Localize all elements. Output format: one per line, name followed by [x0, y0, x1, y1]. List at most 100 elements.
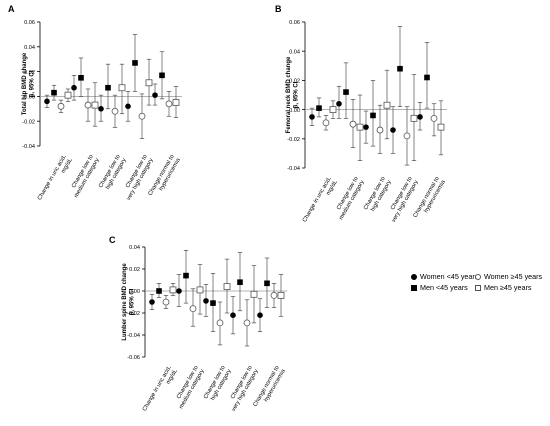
filled-circle-icon: [411, 273, 417, 280]
point-women-45-plus: [189, 305, 197, 313]
point-men-45-plus: [250, 290, 258, 298]
legend-women-under-45: Women <45 years: [411, 272, 478, 281]
point-men-45-plus: [145, 79, 153, 87]
point-women-under-45: [309, 114, 315, 120]
point-men-under-45: [105, 84, 111, 91]
y-tick-label: 0.06: [289, 20, 300, 26]
y-tick-label: 0.04: [289, 49, 300, 55]
y-tick-label: 0.02: [129, 267, 140, 273]
y-tick-label: -0.06: [127, 355, 140, 361]
point-women-under-45: [152, 92, 158, 98]
point-men-45-plus: [64, 91, 72, 99]
panel-letter: B: [275, 4, 282, 14]
point-men-45-plus: [172, 99, 180, 106]
point-women-under-45: [71, 84, 77, 91]
y-tick-label: -0.04: [127, 333, 140, 339]
point-women-under-45: [417, 114, 423, 120]
point-women-under-45: [149, 299, 155, 305]
y-tick-label: -0.02: [127, 311, 140, 317]
point-women-45-plus: [138, 112, 146, 120]
point-men-45-plus: [196, 286, 204, 294]
x-category-label: Change in uric acid,mg/dL: [302, 175, 339, 227]
legend-men-under-45: Men <45 years: [411, 283, 468, 292]
point-men-45-plus: [329, 106, 337, 113]
y-tick-label: 0.04: [24, 45, 35, 51]
point-men-under-45: [159, 72, 165, 79]
point-women-under-45: [44, 98, 50, 105]
point-women-45-plus: [216, 319, 224, 327]
y-tick-label: -0.04: [22, 144, 35, 150]
panel-a: A 0.06 0.04 0.02 0.00 -0.02 -0.04 Total hip BMD…: [8, 4, 182, 205]
point-men-under-45: [183, 272, 189, 279]
legend-men-45-plus: Men ≥45 years: [475, 283, 532, 292]
point-women-under-45: [363, 124, 369, 130]
y-tick-label: -0.04: [287, 166, 300, 172]
point-men-under-45: [264, 280, 270, 287]
point-men-45-plus: [437, 123, 445, 131]
point-men-under-45: [78, 75, 84, 81]
x-category-label: Change low tohigh category: [203, 365, 233, 404]
x-category-label: Change in uric acid,mg/dL: [37, 153, 74, 205]
point-women-45-plus: [84, 101, 92, 109]
y-tick-label: 0.00: [129, 289, 140, 295]
point-men-45-plus: [277, 291, 285, 299]
point-women-45-plus: [349, 120, 357, 128]
point-women-45-plus: [403, 132, 411, 140]
point-men-under-45: [237, 279, 243, 285]
point-men-under-45: [51, 89, 57, 96]
x-category-label: Change in uric acid,mg/dL: [142, 364, 179, 416]
point-women-under-45: [390, 127, 396, 133]
point-women-under-45: [125, 103, 131, 110]
point-women-under-45: [203, 298, 209, 304]
point-men-under-45: [210, 300, 216, 306]
filled-square-icon: [411, 284, 417, 291]
point-men-45-plus: [410, 114, 418, 122]
point-women-45-plus: [162, 298, 170, 306]
point-women-45-plus: [322, 119, 330, 127]
y-axis-label: Lumber spine BMD change β, 95% CI: [122, 263, 136, 341]
point-men-under-45: [370, 112, 376, 119]
x-category-label: Change low tohigh category: [363, 176, 393, 215]
point-men-45-plus: [383, 101, 391, 109]
legend-label: Women ≥45 years: [484, 272, 543, 281]
point-men-45-plus: [91, 101, 99, 109]
y-tick-label: 0.00: [289, 108, 300, 114]
legend-label: Men ≥45 years: [484, 283, 532, 292]
point-men-under-45: [156, 288, 162, 294]
y-tick-label: 0.06: [24, 20, 35, 26]
y-tick-label: 0.02: [24, 70, 35, 76]
panel-letter: C: [109, 235, 116, 245]
point-women-under-45: [257, 312, 263, 319]
point-women-45-plus: [243, 319, 251, 327]
x-category-label: Change low tohigh category: [98, 154, 128, 193]
y-tick-label: 0.00: [24, 95, 35, 101]
point-women-45-plus: [430, 114, 438, 122]
point-men-under-45: [397, 65, 403, 72]
y-tick-label: 0.04: [129, 245, 140, 251]
point-women-45-plus: [270, 291, 278, 299]
point-women-45-plus: [111, 107, 119, 115]
legend-label: Men <45 years: [420, 283, 468, 292]
y-axis-label: Total hip BMD change β, 95% CI: [22, 52, 36, 115]
point-women-under-45: [176, 288, 182, 294]
open-square-icon: [475, 284, 481, 291]
open-circle-icon: [475, 273, 481, 280]
panel-letter: A: [8, 4, 15, 14]
point-men-under-45: [343, 89, 349, 95]
point-men-45-plus: [223, 283, 231, 291]
y-tick-label: -0.02: [287, 137, 300, 143]
y-tick-label: -0.02: [22, 119, 35, 125]
point-men-under-45: [316, 105, 322, 111]
point-men-45-plus: [118, 84, 126, 92]
legend-women-45-plus: Women ≥45 years: [475, 272, 542, 281]
panel-c: C 0.04 0.02 0.00 -0.02 -0.04 -0.06 Lumber spine…: [109, 235, 287, 416]
point-men-45-plus: [169, 286, 177, 294]
point-men-under-45: [132, 60, 138, 66]
panel-b: B 0.06 0.04 0.02 0.00 -0.02 -0.04 Femoral neck …: [275, 4, 447, 227]
point-women-under-45: [230, 312, 236, 319]
point-women-45-plus: [376, 126, 384, 134]
point-women-under-45: [336, 100, 342, 107]
point-women-45-plus: [57, 102, 65, 110]
point-women-under-45: [98, 106, 104, 112]
